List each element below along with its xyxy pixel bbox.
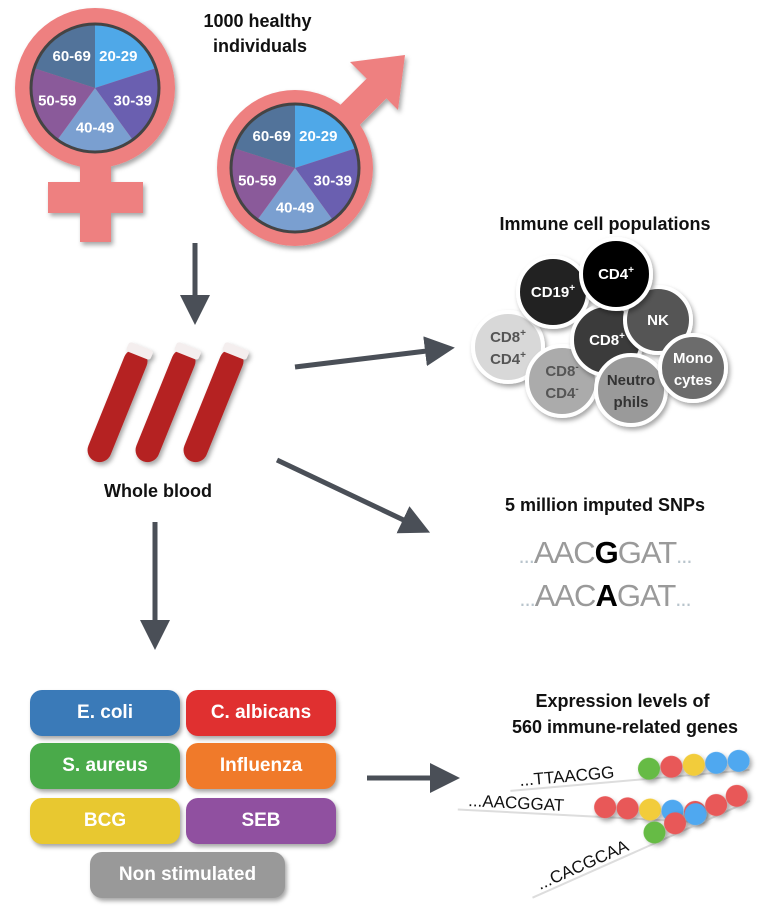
cell-cd8-cd4: CD8+ CD4+ bbox=[471, 310, 545, 384]
pie-slice-60-69 bbox=[234, 104, 295, 168]
expression-dot-yellow bbox=[639, 798, 662, 821]
cell-cd4: CD4+ bbox=[579, 237, 653, 311]
expression-sequence: ...TTAACGG bbox=[510, 749, 750, 792]
expression-dot-yellow bbox=[682, 753, 705, 776]
cell-label: CD4+ bbox=[598, 265, 634, 283]
stimulus-c-albicans: C. albicans bbox=[186, 690, 336, 736]
arrow-to-immune-cells bbox=[294, 336, 455, 370]
pie-label: 40-49 bbox=[276, 200, 314, 217]
expression-dot-red bbox=[705, 794, 728, 817]
immune-cell-cluster: CD8+ CD4+ CD8- CD4- CD19+ CD8+ NK CD4+ Neutro phi… bbox=[471, 237, 728, 427]
expression-title: Expression levels of 560 immune-related … bbox=[512, 691, 738, 737]
expression-dot-blue bbox=[705, 751, 728, 774]
cell-label: NK bbox=[647, 312, 669, 329]
cell-label: CD8+ bbox=[589, 331, 625, 349]
cell-cd19: CD19+ bbox=[516, 255, 590, 329]
cell-label: CD4+ bbox=[490, 350, 526, 368]
pie-label: 50-59 bbox=[238, 172, 276, 189]
arrow-to-snps bbox=[275, 457, 431, 534]
expression-dot-blue bbox=[727, 749, 750, 772]
pie-label: 60-69 bbox=[252, 128, 290, 145]
pie-label: 40-49 bbox=[76, 120, 114, 137]
cell-nk: NK bbox=[623, 285, 693, 355]
stimulus-influenza: Influenza bbox=[186, 743, 336, 789]
expression-dot-red bbox=[660, 755, 683, 778]
pie-slice-20-29 bbox=[95, 24, 156, 88]
pie-label: 20-29 bbox=[299, 128, 337, 145]
expression-dot-green bbox=[643, 821, 666, 844]
pie-slice-30-39 bbox=[295, 148, 359, 220]
sequence-text: ...TTAACGG bbox=[519, 763, 615, 790]
expression-sequence: ...AACGGAT bbox=[457, 791, 707, 824]
cell-label: CD4- bbox=[545, 384, 578, 402]
pie-slice-40-49 bbox=[57, 88, 133, 152]
expression-dot-red bbox=[616, 797, 639, 820]
cell-label: CD8+ bbox=[490, 328, 526, 346]
expression-dot-blue bbox=[684, 803, 707, 826]
expression-sequences: ...TTAACGG...AACGGAT ...CACGCAA bbox=[457, 749, 751, 899]
pie-slice-50-59 bbox=[231, 148, 295, 220]
pie-label: 50-59 bbox=[38, 92, 76, 109]
cell-label: Mono bbox=[673, 350, 713, 367]
snp-sequence-2: ...AACAGAT... bbox=[519, 578, 690, 613]
individuals-title: 1000 healthy individuals bbox=[203, 11, 316, 56]
stimulus-s-aureus: S. aureus bbox=[30, 743, 180, 789]
stimulus-non-stimulated: Non stimulated bbox=[90, 852, 285, 898]
stimulus-e-coli: E. coli bbox=[30, 690, 180, 736]
whole-blood-label: Whole blood bbox=[104, 481, 212, 501]
cell-label: phils bbox=[613, 394, 648, 411]
cell-neutro-phils: Neutro phils bbox=[594, 353, 668, 427]
cell-label: CD19+ bbox=[531, 283, 575, 301]
pie-slice-40-49 bbox=[257, 168, 333, 233]
snps-title: 5 million imputed SNPs bbox=[505, 495, 705, 515]
pie-slice-30-39 bbox=[95, 68, 159, 140]
pie-slice-20-29 bbox=[295, 104, 356, 168]
pie-label: 30-39 bbox=[314, 172, 352, 189]
stimulus-seb: SEB bbox=[186, 798, 336, 844]
expression-dot-red bbox=[664, 812, 687, 835]
expression-dot-red bbox=[725, 784, 748, 807]
immune-cells-title: Immune cell populations bbox=[499, 214, 710, 234]
pie-slice-50-59 bbox=[30, 68, 95, 140]
cell-label: Neutro bbox=[607, 372, 655, 389]
stimulus-bcg: BCG bbox=[30, 798, 180, 844]
pie-label: 20-29 bbox=[99, 48, 137, 65]
pie-label: 30-39 bbox=[114, 92, 152, 109]
expression-dot-red bbox=[594, 796, 617, 819]
expression-dot-green bbox=[637, 757, 660, 780]
snp-sequence-1: ...AACGGAT... bbox=[519, 535, 692, 570]
cell-label: CD8- bbox=[545, 362, 578, 380]
pie-label: 60-69 bbox=[52, 48, 90, 65]
sequence-text: ...CACGCAA bbox=[534, 836, 632, 894]
pie-slice-60-69 bbox=[34, 24, 95, 88]
blood-tubes-icon bbox=[87, 342, 249, 463]
cell-label: cytes bbox=[674, 372, 712, 389]
cell-mono-cytes: Mono cytes bbox=[658, 333, 728, 403]
